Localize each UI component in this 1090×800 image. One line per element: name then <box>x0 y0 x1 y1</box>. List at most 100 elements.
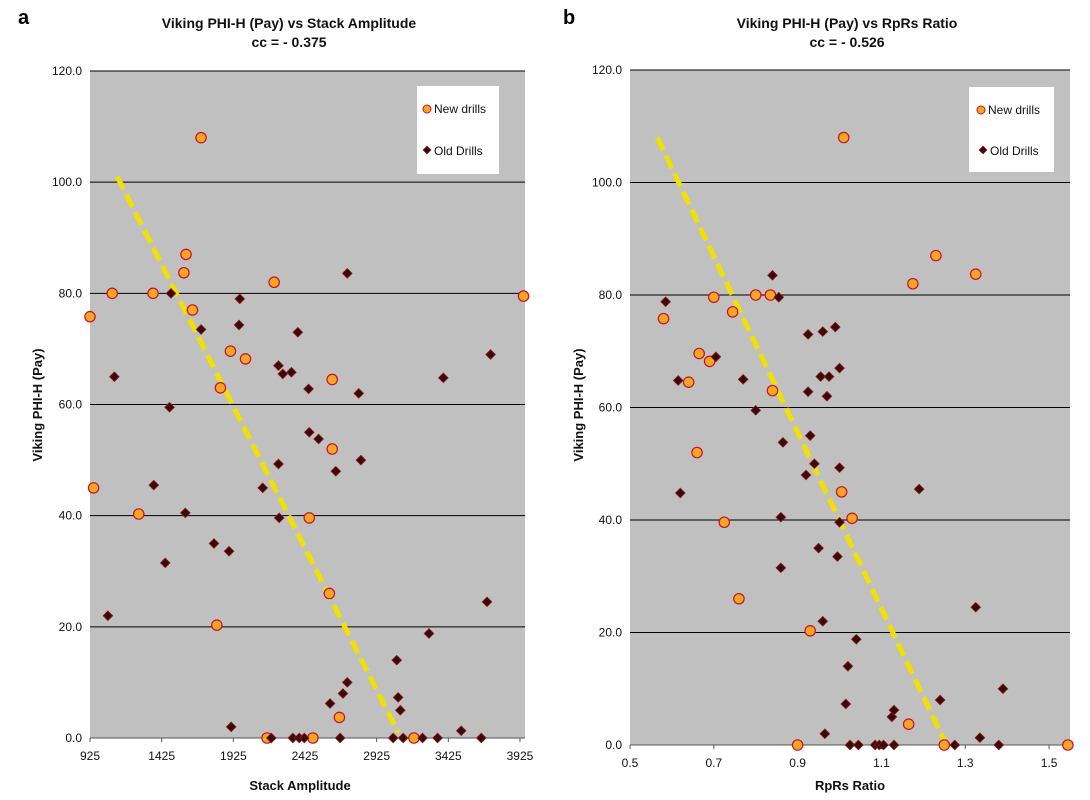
point-new-drill <box>969 268 982 280</box>
y-tick-label: 100.0 <box>52 175 82 189</box>
point-old-drill <box>710 351 722 363</box>
point-new-drill <box>749 289 762 301</box>
point-old-drill <box>223 545 235 557</box>
chart-panel-a: a Viking PHI-H (Pay) vs Stack Amplitude … <box>18 7 534 793</box>
point-old-drill <box>802 386 814 398</box>
point-new-drill <box>239 353 252 365</box>
point-old-drill <box>159 557 171 569</box>
point-old-drill <box>888 739 900 751</box>
point-new-drill <box>178 266 190 279</box>
point-old-drill <box>417 732 428 744</box>
panel-letter: a <box>18 7 30 29</box>
point-old-drill <box>148 479 160 491</box>
legend-entry-old-drills: Old Drills <box>990 144 1039 158</box>
point-old-drill <box>313 433 324 445</box>
legend-entry-new-drills: New drills <box>434 102 486 116</box>
point-new-drill <box>326 373 339 386</box>
data-points <box>84 131 530 744</box>
point-new-drill <box>517 290 530 302</box>
point-old-drill <box>179 507 191 519</box>
point-old-drill <box>850 633 862 645</box>
point-old-drill <box>455 725 467 737</box>
point-old-drill <box>834 362 845 374</box>
legend-box <box>969 87 1054 172</box>
point-new-drill <box>846 512 858 525</box>
point-old-drill <box>997 683 1009 695</box>
point-old-drill <box>225 721 237 733</box>
point-old-drill <box>432 732 443 744</box>
x-axis-ticks: 925 1425 1925 2425 2925 3425 3925 <box>80 738 534 763</box>
point-old-drill <box>823 371 835 382</box>
point-old-drill <box>273 458 284 470</box>
point-old-drill <box>750 404 762 416</box>
y-tick-label: 60.0 <box>599 401 623 415</box>
point-old-drill <box>777 437 789 448</box>
trendline <box>115 175 401 734</box>
chart-subtitle: cc = - 0.526 <box>809 34 884 50</box>
point-old-drill <box>273 360 284 371</box>
point-old-drill <box>775 562 787 574</box>
point-new-drill <box>657 312 670 325</box>
point-old-drill <box>273 512 285 524</box>
point-old-drill <box>840 698 852 710</box>
point-new-drill <box>132 508 145 520</box>
y-tick-label: 80.0 <box>59 286 83 300</box>
point-old-drill <box>829 321 841 333</box>
point-old-drill <box>815 371 827 382</box>
point-old-drill <box>834 516 845 528</box>
point-new-drill <box>303 512 316 524</box>
point-old-drill <box>303 383 314 395</box>
point-new-drill <box>791 739 804 751</box>
point-old-drill <box>330 465 342 477</box>
point-old-drill <box>842 660 854 672</box>
point-old-drill <box>660 296 671 308</box>
point-new-drill <box>214 382 227 394</box>
y-tick-label: 20.0 <box>599 626 623 640</box>
point-old-drill <box>949 739 961 751</box>
point-old-drill <box>832 551 843 562</box>
point-new-drill <box>224 345 237 357</box>
point-new-drill <box>682 376 695 388</box>
y-tick-label: 40.0 <box>599 513 623 527</box>
legend-box <box>417 86 499 174</box>
point-old-drill <box>286 366 297 378</box>
point-old-drill <box>233 319 245 331</box>
x-tick-label: 1.1 <box>873 756 890 770</box>
x-tick-label: 925 <box>80 749 100 763</box>
point-old-drill <box>853 739 864 751</box>
point-new-drill <box>195 131 207 144</box>
point-old-drill <box>397 732 409 744</box>
point-old-drill <box>993 739 1005 751</box>
point-old-drill <box>334 732 346 744</box>
point-old-drill <box>298 732 310 744</box>
point-new-drill <box>708 291 720 304</box>
point-old-drill <box>164 401 175 413</box>
legend-circle-marker <box>976 105 986 115</box>
point-old-drill <box>844 739 856 751</box>
y-tick-label: 0.0 <box>65 731 82 745</box>
point-old-drill <box>737 374 749 385</box>
point-old-drill <box>817 615 829 627</box>
point-old-drill <box>773 291 785 303</box>
point-new-drill <box>211 619 223 631</box>
y-axis-label: Viking PHI-H (Pay) <box>571 348 586 461</box>
point-new-drill <box>930 249 942 262</box>
chart-panel-b: b Viking PHI-H (Pay) vs RpRs Ratio cc = … <box>563 7 1074 793</box>
point-old-drill <box>292 326 304 338</box>
point-old-drill <box>878 739 889 751</box>
point-old-drill <box>423 628 435 639</box>
point-new-drill <box>718 516 731 529</box>
point-old-drill <box>767 269 778 281</box>
point-old-drill <box>819 728 831 740</box>
x-tick-label: 0.5 <box>622 756 639 770</box>
x-tick-label: 2925 <box>363 749 390 763</box>
point-new-drill <box>323 587 336 600</box>
point-old-drill <box>208 538 220 549</box>
point-new-drill <box>268 276 280 289</box>
point-old-drill <box>387 732 399 744</box>
point-new-drill <box>726 306 739 318</box>
legend-circle-marker <box>422 104 432 114</box>
point-old-drill <box>775 511 787 523</box>
point-new-drill <box>703 355 716 368</box>
